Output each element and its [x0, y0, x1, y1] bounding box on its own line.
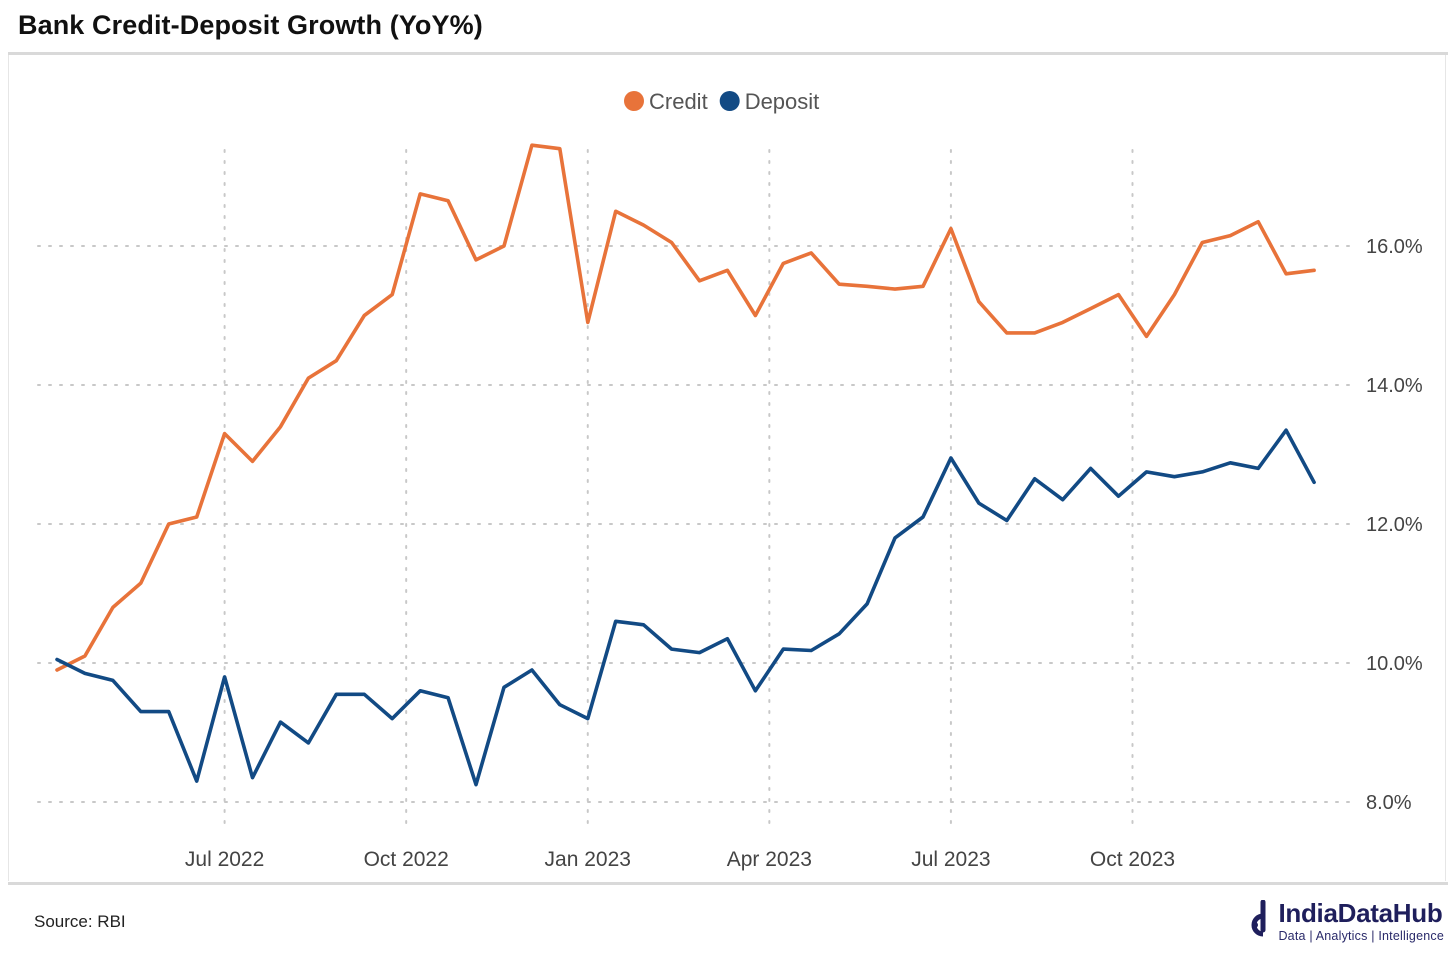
y-tick-label: 10.0%	[1366, 653, 1423, 675]
x-tick-label: Oct 2023	[1090, 848, 1175, 871]
y-tick-label: 8.0%	[1366, 792, 1412, 814]
legend-label-credit: Credit	[649, 89, 708, 114]
legend-label-deposit: Deposit	[745, 89, 820, 114]
y-tick-label: 14.0%	[1366, 375, 1423, 397]
x-tick-label: Jul 2023	[911, 848, 990, 871]
bottom-divider	[8, 882, 1448, 885]
series-line-deposit	[55, 428, 1316, 787]
source-note: Source: RBI	[34, 912, 126, 931]
series-line-credit	[55, 143, 1316, 672]
brand-tagline: Data | Analytics | Intelligence	[1278, 929, 1444, 943]
x-tick-label: Oct 2022	[364, 848, 449, 871]
legend-marker-credit	[624, 91, 644, 111]
x-tick-label: Apr 2023	[727, 848, 812, 871]
y-tick-label: 12.0%	[1366, 514, 1423, 536]
grid-layer	[37, 149, 1351, 833]
series-layer	[55, 143, 1316, 787]
brand-name: IndiaDataHub	[1278, 898, 1443, 928]
brand-logo-icon	[1251, 900, 1266, 937]
chart-frame	[8, 55, 1446, 881]
credit-deposit-chart: Credit Deposit 8.0% 10.0% 12.0% 14.0% 16.0% Ju…	[37, 89, 1423, 871]
legend: Credit Deposit	[624, 89, 819, 114]
x-tick-label: Jan 2023	[545, 848, 631, 871]
x-tick-label: Jul 2022	[185, 848, 264, 871]
brand-logo: IndiaDataHub Data | Analytics | Intellig…	[1242, 900, 1444, 943]
top-divider	[8, 52, 1448, 55]
axis-labels: 8.0% 10.0% 12.0% 14.0% 16.0% Jul 2022 Oct 2022…	[185, 236, 1423, 871]
legend-marker-deposit	[719, 91, 740, 111]
chart-title: Bank Credit-Deposit Growth (YoY%)	[18, 10, 483, 40]
y-tick-label: 16.0%	[1366, 236, 1423, 258]
